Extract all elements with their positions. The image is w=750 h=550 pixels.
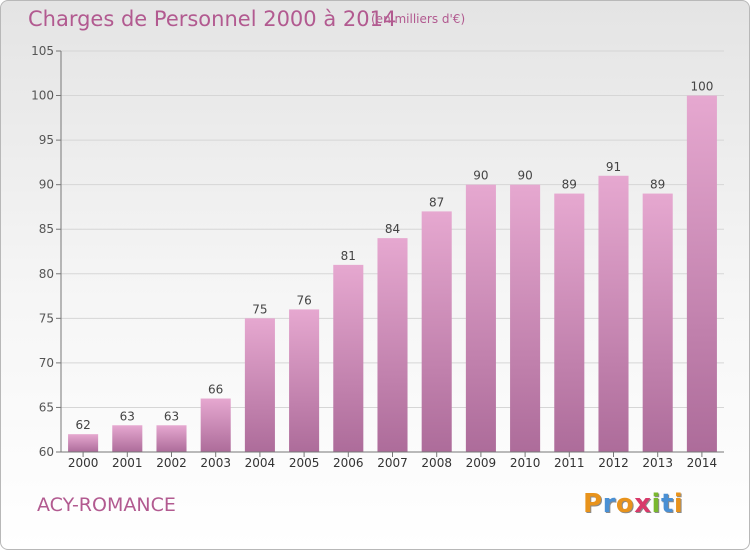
logo-letter: x [634, 489, 652, 519]
data-label: 89 [562, 178, 577, 192]
bar-2008 [421, 211, 452, 452]
x-tick-label: 2005 [289, 456, 320, 470]
data-label: 62 [75, 418, 90, 432]
chart-title: Charges de Personnel 2000 à 2014 [28, 7, 397, 31]
bar-2007 [377, 238, 408, 452]
data-label: 66 [208, 383, 223, 397]
x-tick-label: 2010 [510, 456, 541, 470]
bar-2005 [289, 309, 320, 452]
x-tick-label: 2012 [598, 456, 629, 470]
y-tick-label: 100 [31, 89, 54, 103]
data-label: 90 [473, 169, 488, 183]
data-label: 76 [296, 293, 311, 307]
y-tick-label: 105 [31, 44, 54, 58]
y-tick-label: 75 [39, 311, 54, 325]
x-tick-label: 2011 [554, 456, 585, 470]
y-tick-label: 90 [39, 178, 54, 192]
x-tick-label: 2003 [200, 456, 231, 470]
y-tick-label: 80 [39, 267, 54, 281]
bar-2000 [68, 434, 99, 452]
bar-2013 [642, 193, 673, 453]
logo-letter: t [660, 489, 674, 519]
logo-letter: i [673, 489, 684, 519]
data-label: 75 [252, 302, 267, 316]
x-tick-label: 2001 [112, 456, 143, 470]
bar-2011 [554, 193, 585, 453]
town-name: ACY-ROMANCE [37, 494, 176, 516]
bar-2004 [244, 318, 275, 452]
logo-letter: i [651, 489, 661, 519]
y-tick-label: 60 [39, 445, 54, 459]
bar-2002 [156, 425, 187, 452]
x-tick-label: 2006 [333, 456, 364, 470]
logo-letter: o [615, 489, 635, 519]
logo-letter: P [583, 489, 603, 519]
bar-2010 [510, 184, 541, 452]
data-label: 63 [164, 409, 179, 423]
proxiti-logo: Proxiti [583, 489, 683, 519]
bar-2014 [686, 95, 717, 453]
x-tick-label: 2002 [156, 456, 187, 470]
bar-2012 [598, 175, 629, 452]
y-tick-label: 85 [39, 222, 54, 236]
data-label: 81 [341, 249, 356, 263]
logo-letter: r [602, 489, 616, 519]
x-tick-label: 2014 [687, 456, 718, 470]
data-label: 87 [429, 195, 444, 209]
x-tick-label: 2013 [642, 456, 673, 470]
bar-2001 [112, 425, 143, 452]
data-label: 91 [606, 160, 621, 174]
x-tick-label: 2008 [421, 456, 452, 470]
x-tick-label: 2009 [466, 456, 497, 470]
x-tick-label: 2007 [377, 456, 408, 470]
data-label: 84 [385, 222, 400, 236]
x-tick-label: 2000 [68, 456, 99, 470]
y-tick-label: 65 [39, 400, 54, 414]
y-tick-label: 70 [39, 356, 54, 370]
x-tick-label: 2004 [245, 456, 276, 470]
data-label: 90 [517, 169, 532, 183]
bar-2003 [200, 398, 231, 452]
bar-2006 [333, 264, 364, 452]
y-tick-label: 95 [39, 133, 54, 147]
chart-unit: (en milliers d'€) [371, 12, 466, 26]
data-label: 100 [690, 80, 713, 94]
data-label: 89 [650, 178, 665, 192]
bar-2009 [465, 184, 496, 452]
data-label: 63 [120, 409, 135, 423]
